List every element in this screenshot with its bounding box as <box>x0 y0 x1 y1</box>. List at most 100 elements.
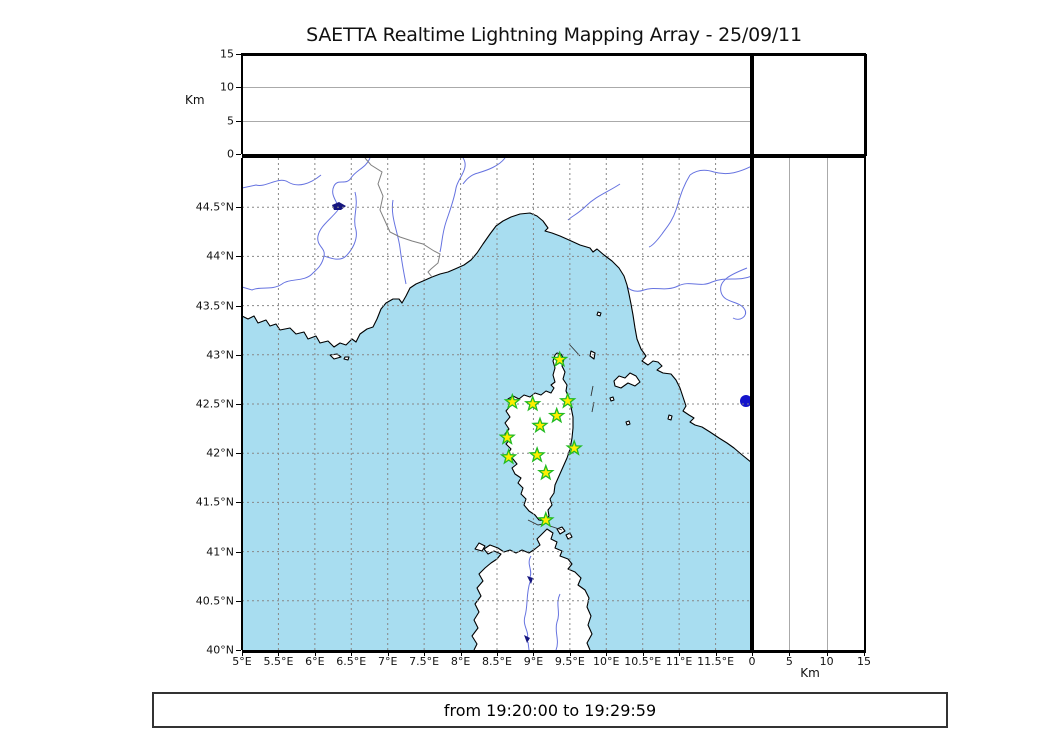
altitude-axis-unit-right: Km <box>800 666 820 680</box>
lat-tick-label: 44°N <box>206 249 234 263</box>
lon-tick-label: 8°E <box>450 655 471 668</box>
station-markers <box>498 350 584 528</box>
altitude-tick-label: 5 <box>227 114 234 128</box>
lon-tickmark <box>278 650 280 656</box>
lon-tick-label: 8.5°E <box>482 655 512 668</box>
lat-tickmark <box>236 207 241 209</box>
lat-tick-label: 40.5°N <box>195 594 234 608</box>
lon-tick-label: 6.5°E <box>336 655 367 668</box>
lma-station-star-marker <box>523 394 542 412</box>
lon-tick-label: 5°E <box>232 655 252 668</box>
lake-coghinas <box>524 635 530 643</box>
right-altitude-tick-label: 15 <box>857 655 871 668</box>
giglio-island <box>667 414 673 421</box>
lat-tickmark <box>236 551 241 553</box>
lon-tickmark <box>679 650 681 656</box>
lma-station-star-marker <box>503 392 521 410</box>
lon-tickmark <box>351 650 353 656</box>
lat-tickmark <box>236 256 241 258</box>
altitude-tick-label: 0 <box>227 147 234 161</box>
lon-tickmark <box>314 650 316 656</box>
lat-tickmark <box>236 453 241 455</box>
altitude-axis-unit-left: Km <box>185 93 205 107</box>
maddalena-islands <box>565 532 573 540</box>
lma-station-star-marker <box>547 406 566 424</box>
corsica-island <box>504 352 574 522</box>
lon-tick-label: 6°E <box>305 655 325 668</box>
right-altitude-tickmark <box>789 650 791 656</box>
mainland-france-italy <box>242 158 752 463</box>
sardinia-land <box>472 529 592 650</box>
top-panel-gridline <box>243 87 750 89</box>
lma-station-star-marker <box>537 463 555 481</box>
lat-tick-label: 40°N <box>206 643 234 657</box>
lma-station-star-marker <box>558 391 577 409</box>
lon-tickmark <box>460 650 462 656</box>
lma-station-star-marker <box>498 428 516 445</box>
frame-thick-vertical <box>750 53 754 653</box>
lma-station-star-marker <box>537 510 555 528</box>
lat-tickmark <box>236 502 241 504</box>
time-window-box: from 19:20:00 to 19:29:59 <box>152 692 948 728</box>
right-panel-gridline <box>826 158 828 650</box>
lon-tickmark <box>424 650 426 656</box>
lma-station-star-marker <box>550 350 569 368</box>
lon-tickmark <box>715 650 717 656</box>
lat-tick-label: 42.5°N <box>195 397 234 411</box>
islands <box>329 311 673 552</box>
country-border-france-italy <box>364 158 441 278</box>
lat-tick-label: 41.5°N <box>195 495 234 509</box>
lat-tickmark <box>236 305 241 307</box>
lake-sardinia-north <box>527 576 533 584</box>
lma-station-star-marker <box>528 446 546 463</box>
lon-tick-label: 5.5°E <box>263 655 294 668</box>
asinara-island <box>474 542 486 552</box>
lat-tickmark <box>236 600 241 602</box>
lma-station-star-marker <box>499 447 518 465</box>
lon-tickmark <box>569 650 571 656</box>
lon-tick-label: 9.5°E <box>554 655 585 668</box>
right-altitude-tick-label: 0 <box>748 655 756 668</box>
montecristo-island <box>625 420 631 426</box>
gorgona-island <box>596 311 602 317</box>
right-altitude-tickmark <box>864 650 865 656</box>
lat-tickmark <box>236 404 241 405</box>
altitude-tick-label: 15 <box>220 47 234 61</box>
altitude-tickmark <box>236 87 241 89</box>
altitude-histogram-panel <box>754 54 867 156</box>
lon-tick-label: 11.5°E <box>697 655 735 668</box>
right-altitude-tickmark <box>826 650 828 656</box>
lon-tickmark <box>497 650 498 656</box>
lat-tick-label: 44.5°N <box>195 200 234 214</box>
lon-tickmark <box>242 650 243 656</box>
right-altitude-tickmark <box>752 650 753 656</box>
map-panel <box>242 158 752 650</box>
time-window-text: from 19:20:00 to 19:29:59 <box>443 700 657 720</box>
right-panel-gridline <box>789 158 791 650</box>
right-altitude-tick-label: 10 <box>819 655 834 668</box>
lon-tickmark <box>533 650 535 656</box>
lon-tickmark <box>606 650 608 656</box>
lake-serre-poncon <box>332 202 346 210</box>
frame-left-line-top-panel <box>241 53 243 154</box>
altitude-tickmark <box>236 154 241 155</box>
frame-right-line <box>864 53 866 653</box>
lon-tick-label: 10.5°E <box>624 655 662 668</box>
lat-tickmark <box>236 354 241 356</box>
altitude-longitude-panel <box>243 54 750 156</box>
frame-left-line-map <box>241 158 243 650</box>
altitude-latitude-panel <box>754 158 864 650</box>
altitude-tickmark <box>236 54 241 55</box>
lon-tickmark <box>387 650 389 656</box>
lat-tick-label: 41°N <box>206 545 234 559</box>
lon-tick-label: 10°E <box>593 655 620 668</box>
lat-tick-label: 42°N <box>206 446 234 460</box>
porquerolles-islands <box>343 356 350 361</box>
geographic-map <box>242 158 752 650</box>
lat-tick-label: 43°N <box>206 348 234 362</box>
lon-tick-label: 9°E <box>523 655 544 668</box>
right-altitude-tick-label: 5 <box>785 655 793 668</box>
lma-station-star-marker <box>565 439 584 456</box>
lma-station-star-marker <box>531 416 549 434</box>
